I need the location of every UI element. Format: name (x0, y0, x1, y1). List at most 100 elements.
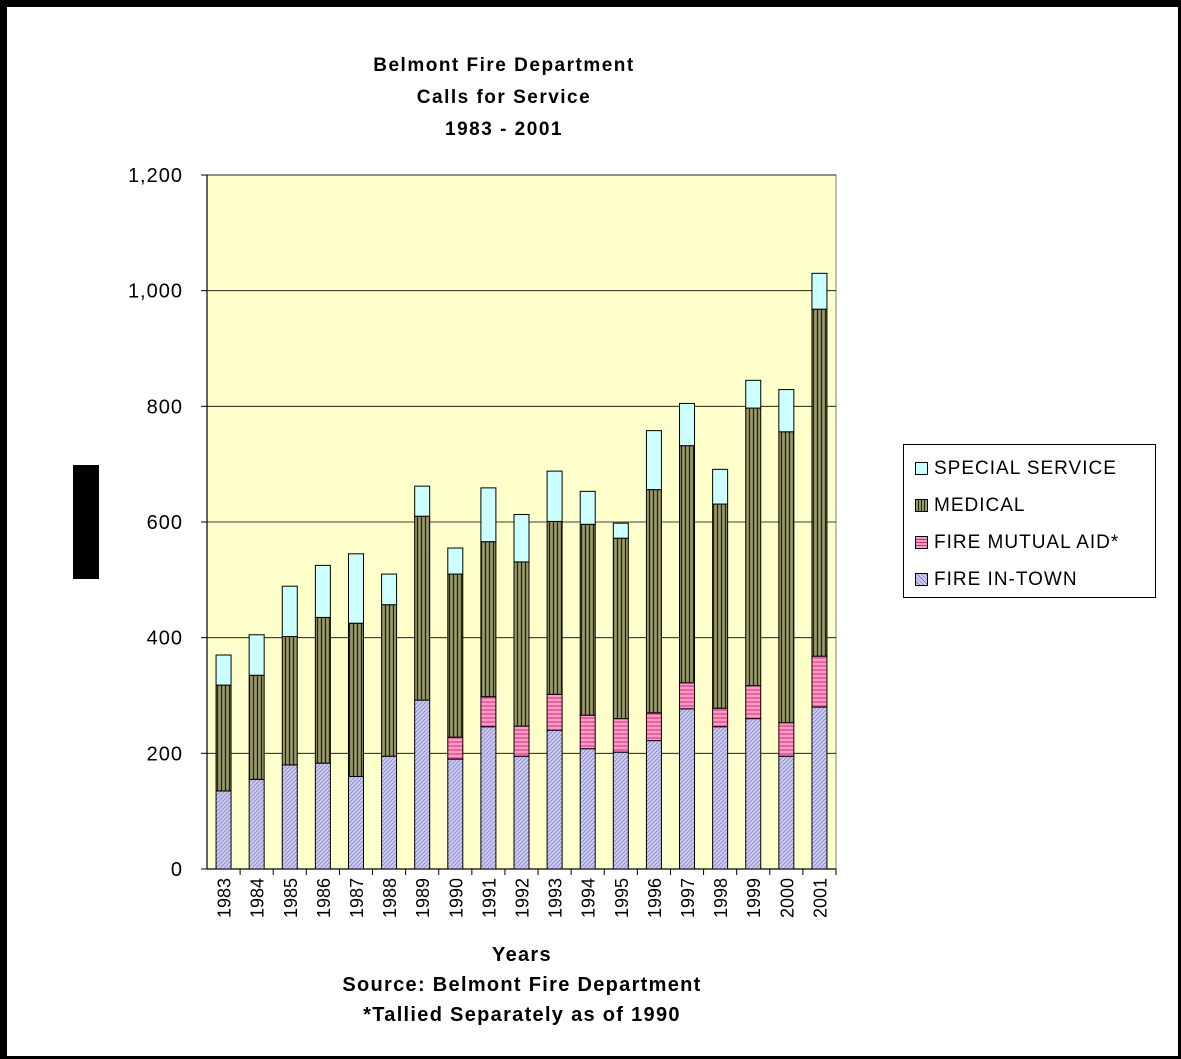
bar-fire-mutual-aid-2000 (778, 722, 795, 757)
x-tick-label-1995: 1995 (612, 878, 632, 918)
y-tick-label: 600 (147, 512, 183, 534)
bar-fire-mutual-aid-1996 (645, 712, 662, 742)
bar-fire-in-town-1999 (745, 718, 762, 870)
bar-special-service-1985 (281, 585, 298, 638)
y-tick-label: 800 (147, 396, 183, 418)
bar-fire-mutual-aid-1993 (546, 693, 563, 731)
x-tick-label-1987: 1987 (347, 878, 367, 918)
x-tick-label-1999: 1999 (744, 878, 764, 918)
legend-label: FIRE IN-TOWN (934, 568, 1078, 590)
bar-fire-in-town-1998 (712, 726, 729, 870)
tally-note: *Tallied Separately as of 1990 (363, 1004, 681, 1026)
bar-fire-mutual-aid-1997 (679, 682, 696, 710)
bar-special-service-2000 (778, 389, 795, 433)
bar-fire-mutual-aid-1999 (745, 685, 762, 720)
chart-title-line-3: 1983 - 2001 (445, 119, 563, 140)
bar-fire-mutual-aid-2001 (811, 655, 828, 708)
x-tick-label-2001: 2001 (810, 878, 830, 918)
bar-fire-in-town-2001 (811, 706, 828, 870)
legend-label: SPECIAL SERVICE (934, 457, 1117, 479)
bar-medical-1988 (381, 604, 398, 757)
bar-fire-in-town-1983 (215, 790, 232, 870)
legend-label: FIRE MUTUAL AID* (934, 531, 1120, 553)
bar-special-service-1988 (381, 573, 398, 606)
bar-medical-1992 (513, 561, 530, 727)
bar-fire-in-town-1984 (248, 778, 265, 870)
bar-medical-1997 (679, 445, 696, 684)
bar-medical-1994 (579, 523, 596, 716)
legend-item: MEDICAL (915, 487, 1155, 524)
chart-title: Belmont Fire Department Calls for Servic… (296, 50, 712, 146)
bar-fire-in-town-1985 (281, 764, 298, 870)
x-tick-label-1994: 1994 (579, 878, 599, 918)
x-tick-label-1993: 1993 (546, 878, 566, 918)
x-tick-label-1988: 1988 (380, 878, 400, 918)
legend-swatch (915, 462, 928, 475)
legend-swatch (915, 499, 928, 512)
legend-swatch (915, 536, 928, 549)
legend-item: SPECIAL SERVICE (915, 450, 1155, 487)
bar-medical-1998 (712, 503, 729, 709)
bar-fire-in-town-1996 (645, 740, 662, 870)
bar-fire-mutual-aid-1998 (712, 707, 729, 728)
bar-special-service-1996 (645, 430, 662, 491)
bar-special-service-1989 (414, 485, 431, 517)
chart-title-line-1: Belmont Fire Department (373, 55, 635, 76)
bar-fire-in-town-1992 (513, 755, 530, 870)
bar-special-service-1992 (513, 513, 530, 563)
bar-fire-mutual-aid-1991 (480, 696, 497, 728)
bar-fire-in-town-1995 (612, 751, 629, 870)
x-tick-label-2000: 2000 (777, 878, 797, 918)
y-tick-label: 400 (147, 628, 183, 650)
source-note: Source: Belmont Fire Department (342, 974, 702, 996)
chart-legend: SPECIAL SERVICE MEDICAL FIRE MUTUAL AID* FI… (903, 444, 1156, 598)
bar-medical-1985 (281, 636, 298, 766)
bar-medical-1983 (215, 684, 232, 792)
bar-fire-in-town-1989 (414, 699, 431, 870)
x-tick-label-1989: 1989 (413, 878, 433, 918)
bar-medical-1996 (645, 489, 662, 714)
x-tick-label-1992: 1992 (513, 878, 533, 918)
bar-special-service-1999 (745, 379, 762, 409)
bar-special-service-2001 (811, 272, 828, 310)
bar-fire-in-town-1997 (679, 708, 696, 870)
bar-special-service-1997 (679, 402, 696, 447)
bar-fire-in-town-1991 (480, 726, 497, 870)
chart-footer: Years Source: Belmont Fire Department *T… (262, 940, 782, 1030)
bar-fire-in-town-1990 (447, 758, 464, 870)
bar-fire-in-town-1987 (347, 775, 364, 870)
x-axis-title: Years (492, 944, 552, 966)
bar-medical-1984 (248, 674, 265, 780)
bar-medical-1995 (612, 537, 629, 720)
bar-special-service-1983 (215, 654, 232, 686)
bar-medical-2000 (778, 431, 795, 724)
x-tick-label-1986: 1986 (314, 878, 334, 918)
bar-fire-mutual-aid-1995 (612, 718, 629, 753)
bar-medical-1990 (447, 573, 464, 738)
legend-item: FIRE IN-TOWN (915, 561, 1155, 598)
bar-medical-1993 (546, 520, 563, 695)
x-tick-label-1996: 1996 (645, 878, 665, 918)
black-marker-block (73, 465, 99, 579)
x-tick-label-1997: 1997 (678, 878, 698, 918)
x-tick-label-1998: 1998 (711, 878, 731, 918)
bar-special-service-1987 (347, 553, 364, 624)
legend-swatch (915, 573, 928, 586)
y-tick-label: 1,200 (128, 165, 183, 187)
bar-fire-in-town-2000 (778, 755, 795, 870)
bar-medical-2001 (811, 308, 828, 657)
bar-fire-in-town-1988 (381, 755, 398, 870)
bar-medical-1986 (314, 616, 331, 764)
y-tick-label: 1,000 (128, 281, 183, 303)
bar-special-service-1995 (612, 522, 629, 539)
bar-fire-in-town-1994 (579, 748, 596, 870)
x-tick-label-1990: 1990 (446, 878, 466, 918)
legend-item: FIRE MUTUAL AID* (915, 524, 1155, 561)
x-tick-label-1985: 1985 (281, 878, 301, 918)
x-tick-label-1984: 1984 (248, 878, 268, 918)
legend-label: MEDICAL (934, 494, 1026, 516)
x-tick-label-1991: 1991 (479, 878, 499, 918)
bar-medical-1999 (745, 407, 762, 687)
bar-special-service-1994 (579, 490, 596, 525)
